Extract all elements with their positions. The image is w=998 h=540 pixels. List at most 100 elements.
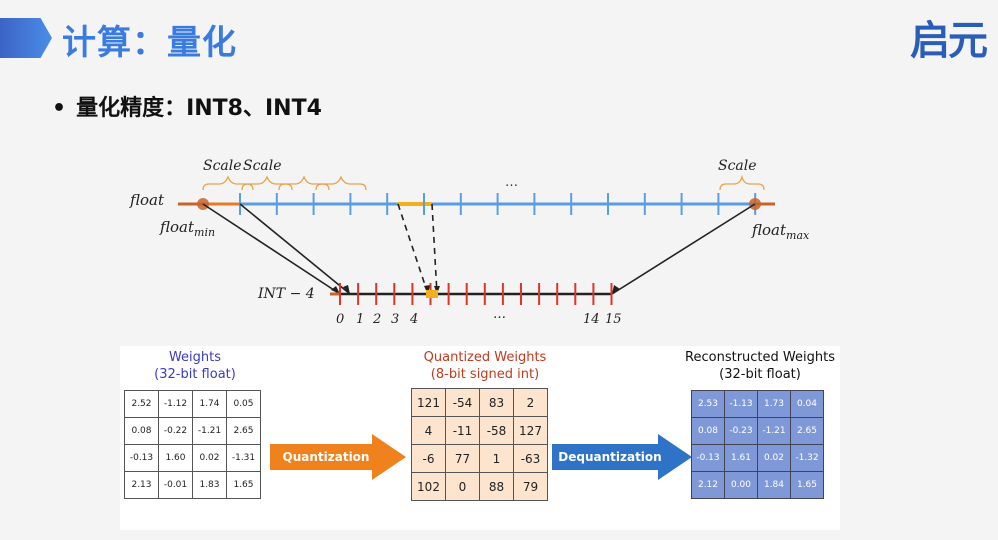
- mapping-lines: [202, 203, 756, 295]
- table-cell: 88: [479, 472, 514, 501]
- int-tick-labels: 0 1 2 3 4 … 14 15: [336, 307, 622, 327]
- dequantization-arrow-label: Dequantization: [558, 450, 662, 464]
- table-row: 0.08 -0.22 -1.21 2.65: [124, 417, 261, 445]
- table-cell: 2.12: [691, 471, 725, 499]
- table-row: 2.12 0.00 1.84 1.65: [691, 471, 824, 499]
- table-cell: -1.12: [158, 390, 193, 418]
- table-cell: 1.65: [226, 471, 261, 499]
- int-tick-label: 15: [605, 312, 622, 327]
- table-cell: 2.52: [124, 390, 159, 418]
- quantization-arrow-label: Quantization: [282, 450, 370, 464]
- table-cell: -63: [513, 444, 548, 473]
- bullet-text: 量化精度：INT8、INT4: [76, 96, 322, 121]
- table-cell: -0.13: [691, 444, 725, 472]
- table-row: 102 0 88 79: [411, 472, 548, 501]
- table-cell: -0.22: [158, 417, 193, 445]
- reconstructed-table: 2.53 -1.13 1.73 0.04 0.08 -0.23 -1.21 2.65 -0.13…: [691, 390, 824, 499]
- table-cell: -0.23: [724, 417, 758, 445]
- int-axis-ticks: [339, 283, 613, 305]
- weights-title: Weights: [168, 350, 222, 365]
- scale-label-1: Scale: [203, 158, 242, 174]
- table-row: -0.13 1.61 0.02 -1.32: [691, 444, 824, 472]
- page-title: 计算：量化: [62, 23, 237, 63]
- table-cell: 2.65: [790, 417, 824, 445]
- quantized-table: 121 -54 83 2 4 -11 -58 127 -6 77 1 -63 102 0 88 79: [411, 388, 548, 501]
- quantization-mapping-diagram: Scale Scale Scale float … floatmin float…: [129, 158, 810, 327]
- table-cell: 0.02: [192, 444, 227, 472]
- table-cell: -1.21: [192, 417, 227, 445]
- table-row: 0.08 -0.23 -1.21 2.65: [691, 417, 824, 445]
- table-cell: -58: [479, 416, 514, 445]
- int-tick-label: 2: [372, 312, 381, 327]
- int-tick-ellipsis: …: [493, 307, 506, 322]
- weights-subtitle: (32-bit float): [154, 367, 236, 382]
- table-cell: -1.21: [757, 417, 791, 445]
- table-cell: 1.60: [158, 444, 193, 472]
- table-cell: 2: [513, 388, 548, 417]
- dequantization-arrow: Dequantization: [552, 434, 692, 480]
- table-cell: 1.84: [757, 471, 791, 499]
- mapping-arrowheads: [331, 285, 620, 294]
- reconstructed-caption: Reconstructed Weights (32-bit float): [682, 349, 838, 383]
- bullet-marker: •: [52, 96, 67, 121]
- table-cell: 102: [411, 472, 446, 501]
- float-axis-ticks: [239, 193, 757, 215]
- int-tick-label: 0: [336, 312, 344, 327]
- table-cell: -0.13: [124, 444, 159, 472]
- table-cell: 1.73: [757, 390, 791, 418]
- table-cell: 1.65: [790, 471, 824, 499]
- table-cell: -1.31: [226, 444, 261, 472]
- table-cell: 4: [411, 416, 446, 445]
- table-cell: 0.05: [226, 390, 261, 418]
- quantization-arrow: Quantization: [270, 434, 406, 480]
- quantization-example-panel: Weights (32-bit float) 2.52 -1.12 1.74 0.05…: [120, 346, 840, 530]
- table-cell: 1: [479, 444, 514, 473]
- int-tick-label: 3: [391, 312, 399, 327]
- table-cell: 0.04: [790, 390, 824, 418]
- table-cell: 2.53: [691, 390, 725, 418]
- table-cell: 0: [445, 472, 480, 501]
- quantized-title: Quantized Weights: [423, 350, 547, 365]
- table-cell: 1.61: [724, 444, 758, 472]
- quantization-arrow-shape: [270, 434, 406, 480]
- quantized-subtitle: (8-bit signed int): [430, 367, 540, 382]
- int-highlight-point: [426, 290, 438, 298]
- title-chevron-icon: [0, 18, 52, 58]
- weights-caption: Weights (32-bit float): [140, 349, 250, 383]
- table-cell: -6: [411, 444, 446, 473]
- table-cell: 77: [445, 444, 480, 473]
- table-row: 4 -11 -58 127: [411, 416, 548, 445]
- table-cell: 1.83: [192, 471, 227, 499]
- table-cell: -0.01: [158, 471, 193, 499]
- float-min-label: floatmin: [159, 218, 215, 239]
- table-cell: 0.02: [757, 444, 791, 472]
- dequantization-arrow-shape: [552, 434, 692, 480]
- table-cell: -1.13: [724, 390, 758, 418]
- scale-braces: [202, 174, 765, 191]
- float-max-label: floatmax: [751, 221, 810, 242]
- float-axis-ellipsis: …: [505, 175, 518, 190]
- weights-table: 2.52 -1.12 1.74 0.05 0.08 -0.22 -1.21 2.65 -0.13…: [124, 390, 261, 499]
- table-row: 2.13 -0.01 1.83 1.65: [124, 471, 261, 499]
- table-cell: 79: [513, 472, 548, 501]
- bullet-point: • 量化精度：INT8、INT4: [52, 90, 322, 122]
- int-tick-label: 4: [409, 312, 418, 327]
- quantized-caption: Quantized Weights (8-bit signed int): [410, 349, 560, 383]
- table-cell: -11: [445, 416, 480, 445]
- reconstructed-title: Reconstructed Weights: [685, 350, 835, 365]
- table-cell: 0.08: [691, 417, 725, 445]
- table-cell: 0.08: [124, 417, 159, 445]
- table-cell: 127: [513, 416, 548, 445]
- table-row: -6 77 1 -63: [411, 444, 548, 473]
- table-cell: -1.32: [790, 444, 824, 472]
- table-row: 2.53 -1.13 1.73 0.04: [691, 390, 824, 418]
- reconstructed-subtitle: (32-bit float): [719, 367, 801, 382]
- table-cell: 2.13: [124, 471, 159, 499]
- scale-label-3: Scale: [718, 158, 757, 174]
- int-tick-label: 14: [583, 312, 600, 327]
- int-label: INT − 4: [257, 286, 315, 302]
- table-cell: 2.65: [226, 417, 261, 445]
- table-cell: 83: [479, 388, 514, 417]
- int-tick-label: 1: [356, 312, 364, 327]
- table-cell: 1.74: [192, 390, 227, 418]
